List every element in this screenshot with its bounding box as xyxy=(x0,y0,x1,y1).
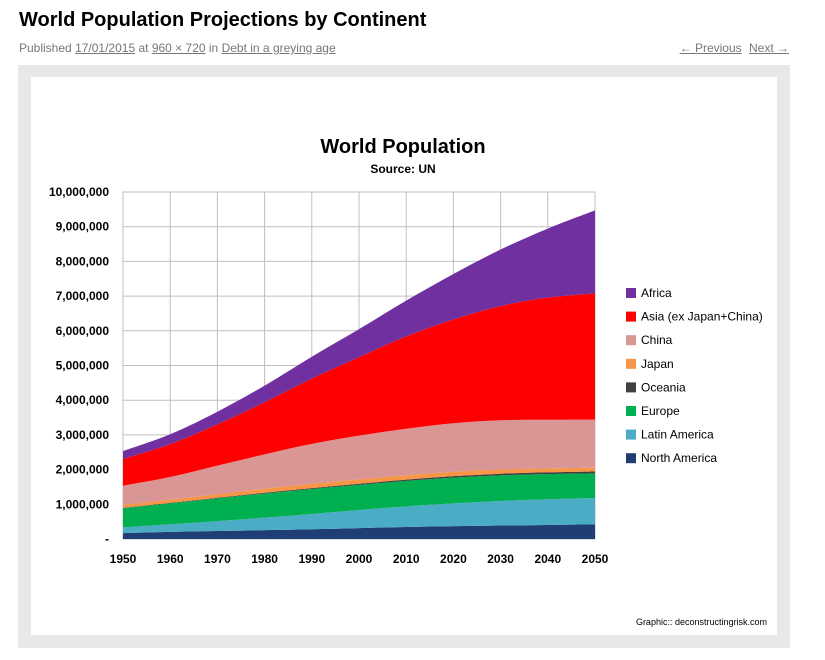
x-tick-label: 1950 xyxy=(110,552,137,566)
legend-label: Oceania xyxy=(641,380,686,394)
x-tick-label: 2040 xyxy=(534,552,561,566)
legend-swatch xyxy=(626,288,636,298)
x-tick-label: 1990 xyxy=(298,552,325,566)
x-tick-label: 2050 xyxy=(582,552,609,566)
x-tick-label: 1970 xyxy=(204,552,231,566)
chart-subtitle: Source: UN xyxy=(370,162,435,176)
chart-credit: Graphic:: deconstructingrisk.com xyxy=(636,617,767,627)
y-tick-label: 10,000,000 xyxy=(49,185,109,199)
legend-label: Japan xyxy=(641,357,674,371)
area-series-latin-america xyxy=(123,498,595,534)
at-label: at xyxy=(138,41,149,55)
in-label: in xyxy=(208,41,219,55)
x-tick-label: 1980 xyxy=(251,552,278,566)
legend-swatch xyxy=(626,311,636,322)
y-tick-label: 4,000,000 xyxy=(56,393,110,407)
legend-label: Europe xyxy=(641,404,680,418)
area-series-africa xyxy=(123,210,595,460)
y-tick-label: 3,000,000 xyxy=(56,428,110,442)
chart-image[interactable]: - 1,000,000 2,000,000 3,000,000 4,000,000 5,0… xyxy=(31,77,777,635)
published-label: Published xyxy=(19,41,72,55)
legend-swatch xyxy=(626,406,636,416)
x-tick-label: 2010 xyxy=(393,552,420,566)
y-tick-label: - xyxy=(105,532,109,546)
legend-label: China xyxy=(641,333,673,347)
legend-swatch xyxy=(626,382,636,393)
legend-swatch xyxy=(626,453,636,464)
legend-label: Latin America xyxy=(641,428,714,442)
previous-link[interactable]: ← Previous xyxy=(679,41,742,55)
page-title: World Population Projections by Continen… xyxy=(19,9,427,31)
y-tick-label: 2,000,000 xyxy=(56,463,110,477)
y-tick-label: 6,000,000 xyxy=(56,324,110,338)
x-tick-label: 1960 xyxy=(157,552,184,566)
population-chart: - 1,000,000 2,000,000 3,000,000 4,000,000 5,0… xyxy=(49,136,767,627)
y-tick-label: 7,000,000 xyxy=(56,289,110,303)
x-tick-label: 2030 xyxy=(487,552,514,566)
legend-swatch xyxy=(626,335,636,346)
legend: Africa Asia (ex Japan+China) China Japan Oce… xyxy=(626,286,763,465)
post-meta: Published 17/01/2015 at 960 × 720 in Deb… xyxy=(19,41,336,55)
legend-label: Asia (ex Japan+China) xyxy=(641,310,763,324)
image-size-link[interactable]: 960 × 720 xyxy=(151,41,206,55)
legend-swatch xyxy=(626,358,636,369)
x-tick-label: 2000 xyxy=(346,552,373,566)
y-tick-label: 8,000,000 xyxy=(56,254,110,268)
x-tick-label: 2020 xyxy=(440,552,467,566)
area-layer xyxy=(123,210,595,539)
chart-title: World Population xyxy=(320,136,485,158)
category-link[interactable]: Debt in a greying age xyxy=(221,41,336,55)
area-series-china xyxy=(123,419,595,505)
image-navigation: ← Previous Next → xyxy=(676,41,789,55)
area-series-japan xyxy=(123,467,595,508)
post-date-link[interactable]: 17/01/2015 xyxy=(75,41,136,55)
legend-label: North America xyxy=(641,451,717,465)
area-series-north-america xyxy=(123,524,595,539)
axis-layer: - 1,000,000 2,000,000 3,000,000 4,000,000 5,0… xyxy=(49,185,609,566)
y-tick-label: 5,000,000 xyxy=(56,359,110,373)
area-series-europe xyxy=(123,473,595,528)
legend-swatch xyxy=(626,429,636,440)
y-tick-label: 9,000,000 xyxy=(56,220,110,234)
y-tick-label: 1,000,000 xyxy=(56,497,110,511)
area-series-asia-ex-japan-china xyxy=(123,293,595,486)
next-link[interactable]: Next → xyxy=(748,41,789,55)
legend-label: Africa xyxy=(641,286,672,300)
